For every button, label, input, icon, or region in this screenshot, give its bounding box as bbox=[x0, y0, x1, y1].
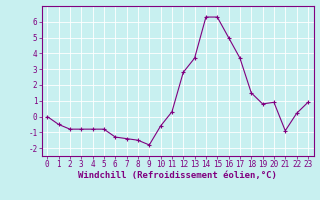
X-axis label: Windchill (Refroidissement éolien,°C): Windchill (Refroidissement éolien,°C) bbox=[78, 171, 277, 180]
